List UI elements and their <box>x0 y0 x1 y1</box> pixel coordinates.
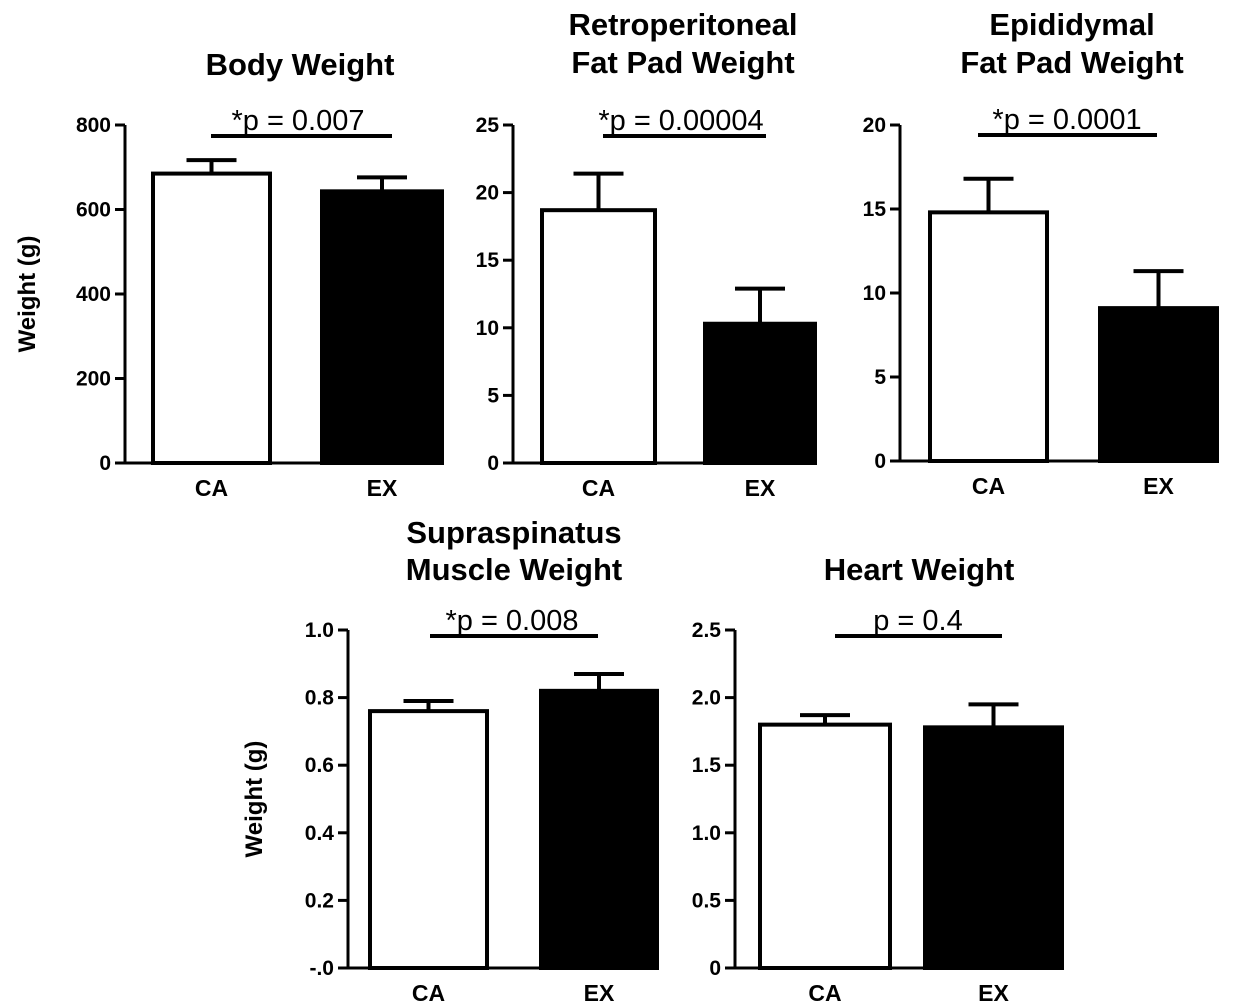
y-tick-label: 5 <box>487 384 499 407</box>
category-label: EX <box>745 475 776 501</box>
category-label: EX <box>1143 473 1174 499</box>
chart-panel: Body Weight CA EX 0 200 400 600 800 Weight (g) *p… <box>14 47 444 501</box>
p-value-label: *p = 0.0001 <box>992 104 1141 136</box>
y-tick-label: 0.5 <box>692 889 722 912</box>
y-tick-label: 1.0 <box>305 619 334 642</box>
y-tick-label: 2.0 <box>692 687 721 710</box>
y-tick-label: -.0 <box>309 957 334 980</box>
y-tick-label: 0 <box>874 450 886 473</box>
y-axis-label: Weight (g) <box>241 741 268 858</box>
y-tick-label: 15 <box>863 198 887 221</box>
chart-panel: Heart Weight CA EX 0 0.5 1.0 1.5 2.0 2.5 p = 0.4 <box>692 552 1064 1006</box>
bar-ca <box>758 722 892 971</box>
y-tick-label: 600 <box>76 199 111 222</box>
y-tick-label: 0.8 <box>305 687 335 710</box>
bar-ex <box>703 321 817 465</box>
chart-title: Epididymal <box>989 7 1154 42</box>
bar-ex <box>539 688 659 971</box>
p-value-label: *p = 0.008 <box>445 605 578 637</box>
chart-title: Supraspinatus <box>406 515 621 550</box>
category-label: CA <box>808 980 841 1006</box>
y-tick-label: 1.5 <box>692 754 722 777</box>
p-value-label: p = 0.4 <box>873 605 963 637</box>
chart-title: Retroperitoneal <box>568 7 797 42</box>
y-tick-label: 15 <box>476 249 500 272</box>
category-label: CA <box>412 980 445 1006</box>
y-tick-label: 5 <box>874 366 886 389</box>
category-label: CA <box>582 475 615 501</box>
p-value-label: *p = 0.00004 <box>598 105 763 137</box>
chart-title: Fat Pad Weight <box>960 45 1183 80</box>
y-tick-label: 20 <box>476 182 499 205</box>
y-tick-label: 0.4 <box>305 822 335 845</box>
chart-title: Heart Weight <box>824 552 1015 587</box>
y-tick-label: 2.5 <box>692 619 722 642</box>
category-label: EX <box>978 980 1009 1006</box>
chart-title: Muscle Weight <box>406 552 622 587</box>
y-tick-label: 25 <box>476 114 500 137</box>
chart-title: Fat Pad Weight <box>571 45 794 80</box>
bar-ex <box>923 725 1064 970</box>
bar-ca <box>540 208 657 465</box>
y-axis-label: Weight (g) <box>14 236 41 353</box>
y-tick-label: 0 <box>487 452 499 475</box>
bar-ca <box>368 709 489 970</box>
y-tick-label: 400 <box>76 283 111 306</box>
y-tick-label: 0.2 <box>305 889 334 912</box>
bar-ex <box>320 189 444 466</box>
y-tick-label: 0 <box>709 957 721 980</box>
chart-title: Body Weight <box>206 47 395 82</box>
y-tick-label: 1.0 <box>692 822 721 845</box>
y-tick-label: 0.6 <box>305 754 334 777</box>
category-label: EX <box>367 475 398 501</box>
bar-ex <box>1098 306 1219 463</box>
bar-ca <box>928 210 1049 463</box>
y-tick-label: 800 <box>76 114 111 137</box>
category-label: EX <box>584 980 615 1006</box>
y-tick-label: 200 <box>76 368 111 391</box>
p-value-label: *p = 0.007 <box>231 105 364 137</box>
y-tick-label: 10 <box>863 282 886 305</box>
category-label: CA <box>972 473 1005 499</box>
y-tick-label: 0 <box>99 452 111 475</box>
category-label: CA <box>195 475 228 501</box>
bar-ca <box>151 171 272 465</box>
y-tick-label: 20 <box>863 114 886 137</box>
y-tick-label: 10 <box>476 317 499 340</box>
